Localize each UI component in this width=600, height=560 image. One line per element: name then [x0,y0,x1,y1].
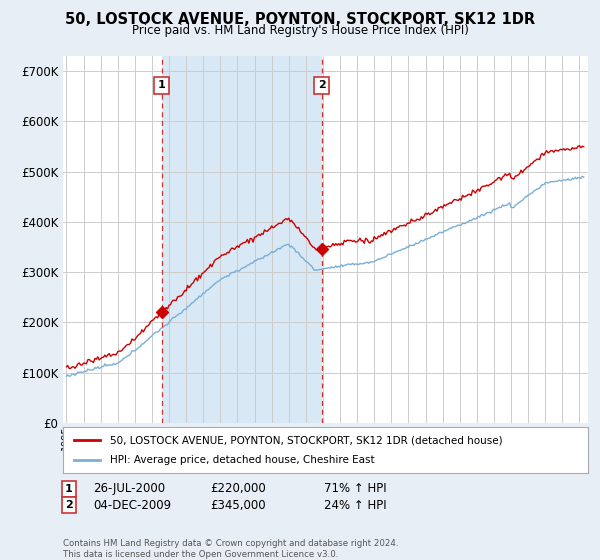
Text: 50, LOSTOCK AVENUE, POYNTON, STOCKPORT, SK12 1DR (detached house): 50, LOSTOCK AVENUE, POYNTON, STOCKPORT, … [110,435,503,445]
Text: 2: 2 [65,500,73,510]
Bar [161,56,322,423]
Text: £345,000: £345,000 [210,498,266,512]
Text: 04-DEC-2009: 04-DEC-2009 [93,498,171,512]
Text: HPI: Average price, detached house, Cheshire East: HPI: Average price, detached house, Ches… [110,455,375,465]
Text: 24% ↑ HPI: 24% ↑ HPI [324,498,386,512]
Text: £220,000: £220,000 [210,482,266,496]
Text: 50, LOSTOCK AVENUE, POYNTON, STOCKPORT, SK12 1DR: 50, LOSTOCK AVENUE, POYNTON, STOCKPORT, … [65,12,535,27]
Text: Price paid vs. HM Land Registry's House Price Index (HPI): Price paid vs. HM Land Registry's House … [131,24,469,36]
Text: Contains HM Land Registry data © Crown copyright and database right 2024.
This d: Contains HM Land Registry data © Crown c… [63,539,398,559]
Text: 26-JUL-2000: 26-JUL-2000 [93,482,165,496]
Text: 1: 1 [158,80,166,90]
Text: 71% ↑ HPI: 71% ↑ HPI [324,482,386,496]
Text: 2: 2 [317,80,325,90]
Text: 1: 1 [65,484,73,494]
